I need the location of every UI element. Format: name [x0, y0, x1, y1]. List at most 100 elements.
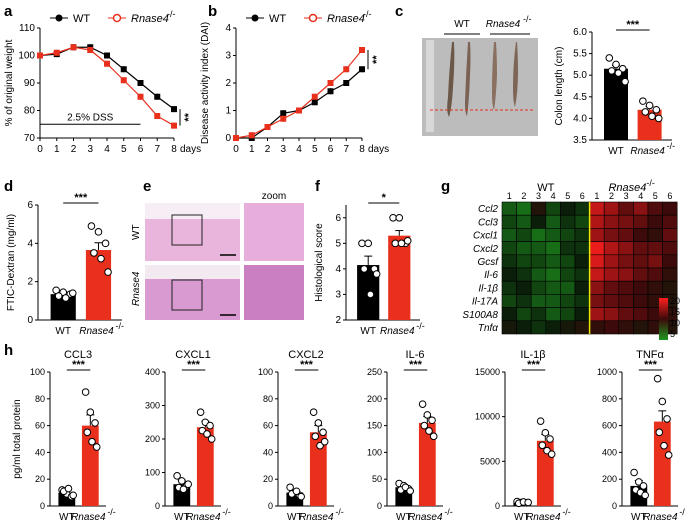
heat-cell	[618, 201, 634, 216]
heat-cell	[530, 241, 547, 256]
data-point	[203, 430, 211, 438]
data-point-wt	[137, 80, 144, 86]
heat-cell	[574, 307, 590, 322]
x-tick-label: 0	[37, 144, 43, 155]
sig-label: ***	[187, 359, 201, 371]
colon-photo	[422, 33, 538, 136]
heat-cell	[574, 201, 590, 216]
data-point-wt	[104, 52, 110, 59]
heat-cell	[618, 254, 634, 269]
heat-cell	[647, 280, 663, 295]
heat-cell	[603, 320, 620, 335]
legend-label-ko-sup: -/-	[167, 9, 176, 19]
data-point-ko	[154, 113, 161, 119]
y-tick-label: 4.0	[573, 113, 587, 124]
x-tick-label-ko: Rnase4	[630, 146, 665, 157]
panel-label-a: a	[4, 3, 13, 20]
heat-cell	[633, 254, 649, 269]
data-point	[54, 292, 63, 300]
y-tick-label: 1	[225, 106, 231, 117]
y-tick-label: 4.5	[573, 92, 587, 103]
data-point-wt	[280, 110, 287, 117]
data-point	[61, 294, 70, 302]
panel-label-h: h	[4, 342, 13, 359]
heat-cell	[530, 307, 547, 322]
heat-cell	[574, 267, 590, 282]
heat-cell	[589, 201, 605, 216]
row-label: Cxcl2	[473, 244, 498, 255]
photo-label-ko: Rnase4	[486, 19, 521, 30]
y-tick-label: 4	[27, 238, 33, 249]
chart-title: IL-1β	[520, 349, 545, 361]
y-tick-label: 0	[377, 501, 382, 511]
data-point	[309, 408, 318, 417]
y-tick-label: 1000	[597, 367, 617, 377]
heat-cell	[647, 267, 663, 282]
data-point-wt	[311, 99, 318, 106]
column-label: 5	[565, 191, 570, 201]
legend-label-ko: Rnase4	[131, 13, 169, 25]
y-tick-label: 15000	[475, 367, 500, 377]
y-tick-label: 70	[24, 133, 36, 144]
data-point	[320, 437, 329, 446]
x-tick-label-ko-sup: -/-	[107, 507, 116, 517]
data-point	[536, 417, 545, 425]
heat-cell	[545, 320, 561, 335]
data-point	[612, 60, 620, 69]
data-point	[83, 428, 92, 437]
y-tick-label: 600	[602, 421, 617, 431]
heat-cell	[560, 294, 576, 308]
row-label-wt: WT	[131, 224, 142, 240]
photo-label-ko-sup: -/-	[523, 14, 532, 24]
data-point	[660, 441, 668, 450]
cytokine-chart-0: 0 20 40 60 80 100 CCL3 pg/ml total protein WTRna…	[12, 349, 116, 523]
color-scale	[659, 298, 668, 340]
panel-g: WT Rnase4 -/-1 2 3 4 5 6 1 2 3 4 5 6Ccl2Ccl3Cxcl1Cxcl…	[462, 178, 680, 340]
heat-cell	[516, 201, 532, 216]
sig-label: ***	[409, 359, 423, 371]
legend-marker-wt	[251, 14, 259, 22]
heat-cell	[501, 294, 517, 308]
x-tick-label-wt: WT	[287, 512, 303, 523]
x-tick-label-wt: WT	[396, 512, 412, 523]
y-tick-label: 10000	[475, 412, 500, 422]
x-tick-label: 1	[249, 144, 255, 155]
heat-cell	[589, 254, 605, 269]
data-point	[286, 483, 294, 492]
heat-cell	[647, 214, 663, 229]
y-tick-label: 400	[145, 367, 160, 377]
x-tick-label: 0	[233, 144, 239, 155]
group-label-ko: Rnase4	[608, 182, 646, 194]
bar-ko	[653, 421, 671, 506]
x-axis-label: days	[368, 144, 389, 155]
x-tick-label-ko: Rnase4	[79, 326, 114, 337]
group-label-wt: WT	[537, 182, 554, 194]
heat-cell	[516, 280, 532, 295]
heat-cell	[501, 228, 517, 242]
heat-cell	[603, 228, 620, 242]
heat-cell	[603, 294, 620, 308]
y-tick-label: 5000	[480, 456, 500, 466]
data-point	[90, 249, 98, 257]
data-point	[658, 397, 667, 406]
heat-cell	[662, 241, 678, 256]
x-tick-label-ko-sup: -/-	[222, 507, 231, 517]
data-point	[654, 114, 663, 123]
x-tick-label-wt: WT	[360, 326, 376, 337]
heat-cell	[647, 241, 663, 256]
heat-cell	[530, 267, 547, 282]
y-tick-label: 60	[35, 421, 45, 431]
heat-cell	[618, 280, 634, 295]
data-point	[184, 480, 192, 489]
data-point	[196, 408, 205, 417]
bar-ko	[418, 422, 436, 506]
data-point-wt	[359, 66, 365, 73]
y-axis-label: Disease activity index (DAI)	[200, 22, 211, 144]
chart-title: CXCL2	[288, 349, 323, 361]
